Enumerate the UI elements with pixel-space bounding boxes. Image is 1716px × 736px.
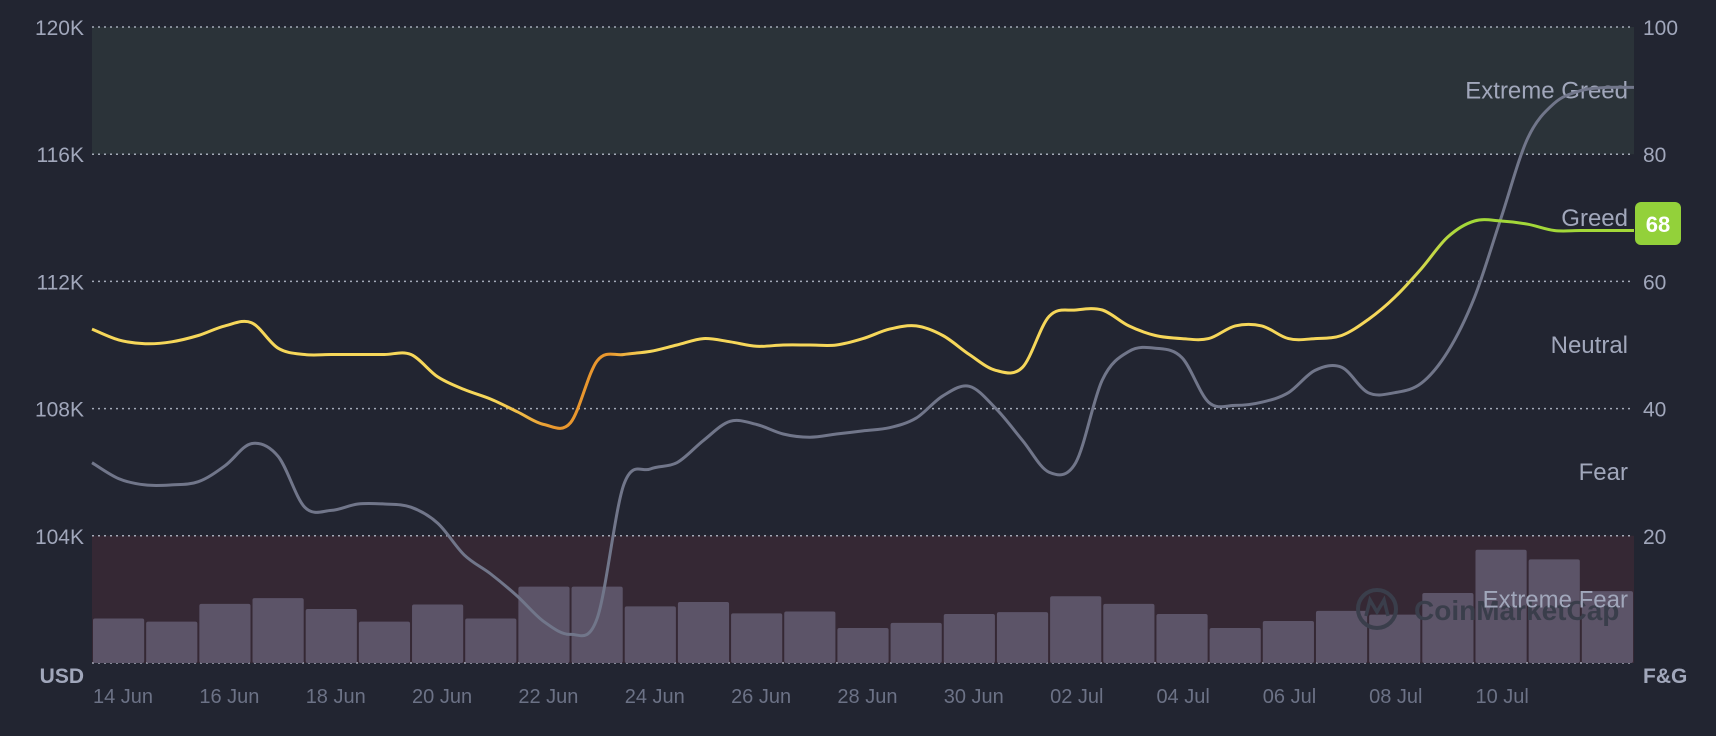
- volume-bar-2: [199, 603, 251, 663]
- coinmarketcap-logo-icon: [1356, 588, 1398, 630]
- y-left-tick: 120K: [35, 17, 84, 40]
- volume-bar-17: [996, 612, 1049, 663]
- y-left-tick: 116K: [37, 144, 85, 167]
- volume-bar-25: [1422, 593, 1474, 663]
- y-left-tick: 104K: [35, 526, 84, 549]
- zone-label-0: Extreme Greed: [1465, 78, 1628, 105]
- y-left-tick: 108K: [35, 399, 84, 422]
- y-right-tick: 100: [1643, 17, 1678, 40]
- x-tick: 26 Jun: [731, 686, 791, 708]
- x-tick: 06 Jul: [1263, 686, 1316, 708]
- volume-bar-4: [305, 608, 357, 663]
- x-tick: 30 Jun: [944, 686, 1004, 708]
- volume-bar-19: [1103, 603, 1155, 663]
- y-right-tick: 40: [1643, 399, 1666, 422]
- x-tick: 20 Jun: [412, 686, 472, 708]
- y-left-unit: USD: [40, 665, 84, 688]
- x-tick: 10 Jul: [1475, 686, 1528, 708]
- volume-bar-14: [837, 628, 889, 663]
- x-tick: 16 Jun: [199, 686, 259, 708]
- current-value-badge-bg: [1635, 202, 1681, 245]
- y-right-tick: 80: [1643, 144, 1666, 167]
- volume-bar-18: [1050, 596, 1102, 663]
- price-line: [91, 85, 1635, 638]
- volume-bar-27: [1528, 559, 1580, 663]
- volume-bar-5: [358, 621, 411, 663]
- current-value-badge: 68: [1635, 202, 1681, 245]
- zone-label-2: Neutral: [1551, 332, 1628, 359]
- volume-bar-15: [890, 622, 942, 663]
- fear-greed-line: [91, 218, 1634, 430]
- coinmarketcap-watermark: CoinMarketCap: [1356, 588, 1619, 630]
- x-tick: 14 Jun: [93, 686, 153, 708]
- series-lines: [91, 85, 1635, 638]
- y-right-unit: F&G: [1643, 665, 1687, 688]
- x-tick: 18 Jun: [306, 686, 366, 708]
- x-tick: 24 Jun: [625, 686, 685, 708]
- zone-band-0: [92, 27, 1634, 155]
- volume-bar-13: [784, 611, 836, 663]
- zone-label-4: Extreme Fear: [1483, 586, 1628, 613]
- volume-bar-3: [252, 598, 304, 663]
- volume-bar-6: [412, 604, 464, 663]
- x-tick: 08 Jul: [1369, 686, 1422, 708]
- zone-labels: Extreme Greed Greed Neutral Fear Extreme Fea…: [1465, 78, 1628, 614]
- axis-labels: 120K 116K 112K 108K 104K 100 80 60 40 20 14 Jun 16 …: [35, 17, 1687, 708]
- volume-bar-26: [1475, 549, 1527, 663]
- volume-bar-1: [146, 621, 198, 663]
- volume-bar-22: [1262, 621, 1314, 663]
- x-tick: 28 Jun: [837, 686, 897, 708]
- volume-bar-9: [571, 586, 623, 663]
- volume-bar-10: [624, 606, 676, 663]
- volume-bar-20: [1156, 614, 1208, 663]
- volume-bar-23: [1315, 610, 1368, 663]
- volume-bar-16: [943, 614, 995, 663]
- zone-backgrounds: [92, 27, 1634, 663]
- current-value: 68: [1646, 212, 1670, 237]
- x-tick: 22 Jun: [518, 686, 578, 708]
- volume-bar-0: [93, 618, 145, 663]
- volume-bar-12: [731, 613, 783, 663]
- volume-bar-28: [1581, 591, 1633, 663]
- x-tick: 02 Jul: [1050, 686, 1103, 708]
- volume-bar-8: [518, 586, 570, 663]
- volume-bar-21: [1209, 628, 1261, 663]
- volume-bars: [93, 549, 1633, 663]
- x-tick: 04 Jul: [1156, 686, 1209, 708]
- volume-bar-24: [1369, 614, 1421, 663]
- zone-label-3: Fear: [1579, 459, 1628, 486]
- y-right-tick: 20: [1643, 526, 1666, 549]
- volume-bar-11: [677, 601, 730, 663]
- y-right-tick: 60: [1643, 271, 1666, 294]
- y-left-tick: 112K: [37, 271, 85, 294]
- volume-bar-7: [465, 618, 517, 663]
- watermark-text: CoinMarketCap: [1414, 595, 1619, 626]
- zone-label-1: Greed: [1561, 205, 1628, 232]
